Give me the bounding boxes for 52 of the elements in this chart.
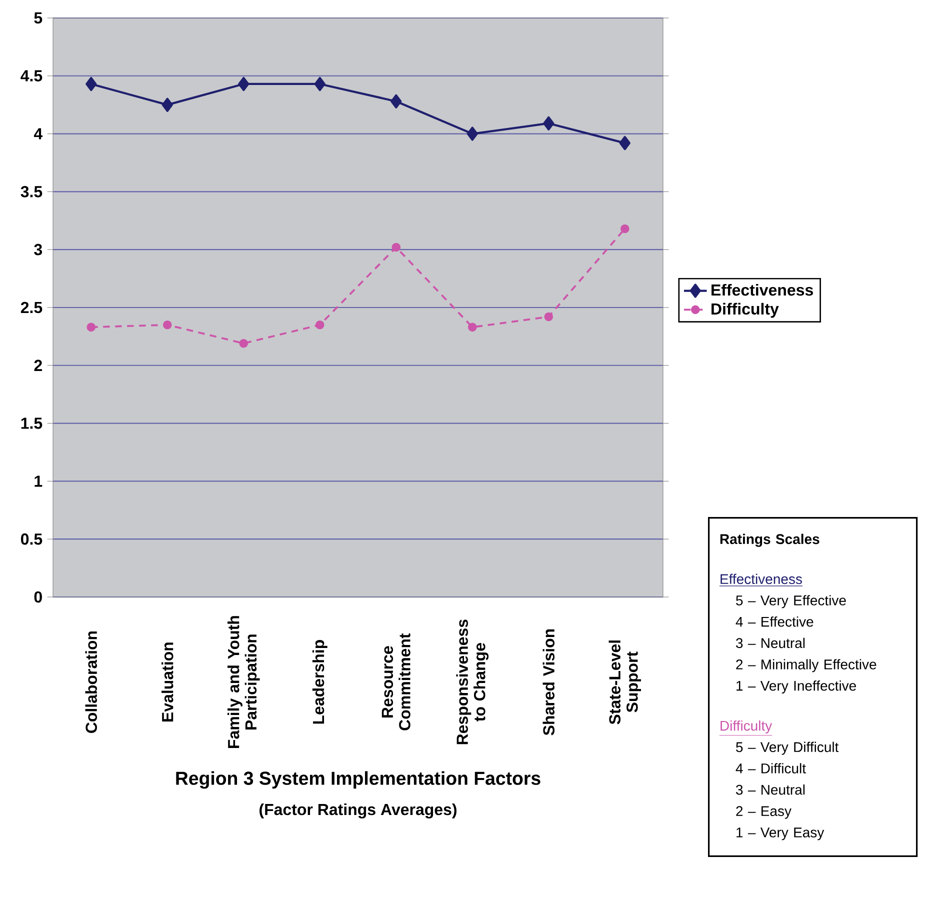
point bbox=[314, 76, 326, 92]
text: Difficulty bbox=[720, 720, 772, 734]
point bbox=[162, 320, 172, 330]
point bbox=[162, 98, 173, 112]
text: Effectiveness bbox=[720, 574, 802, 584]
x-tick-label: State-Level Support bbox=[608, 640, 642, 724]
point bbox=[468, 322, 477, 332]
y-tick-label: 0 bbox=[34, 591, 42, 603]
y-tick-label: 4.5 bbox=[20, 70, 42, 82]
text: 2 – Easy bbox=[736, 806, 792, 819]
y-tick-label: 3.5 bbox=[20, 186, 42, 198]
legend-label: Difficulty bbox=[712, 302, 779, 318]
point bbox=[620, 224, 630, 234]
text: 4 – Difficult bbox=[736, 763, 806, 774]
y-tick-label: 1.5 bbox=[21, 418, 42, 429]
y-tick-label: 4 bbox=[34, 128, 43, 140]
x-tick-label: Shared Vision bbox=[542, 629, 554, 736]
text: 5 – Very Effective bbox=[736, 595, 846, 608]
point bbox=[86, 322, 96, 332]
text: (Factor Ratings Averages) bbox=[260, 803, 456, 818]
point bbox=[390, 94, 402, 108]
text: 3 – Neutral bbox=[736, 784, 805, 795]
y-tick-label: 1 bbox=[34, 476, 42, 487]
text: 5 – Very Difficult bbox=[736, 742, 839, 755]
x-tick-label: Leadership bbox=[312, 640, 328, 724]
point bbox=[543, 116, 554, 130]
text: 1 – Very Easy bbox=[736, 828, 824, 840]
text: 2 – Minimally Effective bbox=[736, 659, 876, 672]
y-tick-label: 0.5 bbox=[20, 533, 42, 545]
y-tick-label: 3 bbox=[34, 244, 42, 256]
legend-label: Effectiveness bbox=[712, 284, 813, 296]
point bbox=[239, 338, 248, 348]
point bbox=[86, 76, 97, 92]
point bbox=[238, 76, 250, 92]
text: Ratings Scales bbox=[720, 534, 820, 547]
x-tick-label: Evaluation bbox=[162, 642, 174, 722]
y-tick-label: 2.5 bbox=[20, 302, 42, 314]
text: 3 – Neutral bbox=[736, 638, 805, 648]
y-tick-label: 2 bbox=[34, 360, 42, 371]
x-tick-label: Family and Youth Participation bbox=[228, 616, 260, 748]
x-tick-label: Resource Commitment bbox=[382, 633, 410, 730]
point bbox=[466, 126, 478, 141]
text: 4 – Effective bbox=[736, 616, 814, 627]
point bbox=[544, 312, 554, 322]
text: 1 – Very Ineffective bbox=[736, 680, 856, 694]
x-axis-title: Region 3 System Implementation Factors bbox=[176, 771, 540, 789]
point bbox=[619, 136, 630, 150]
x-tick-label: Collaboration bbox=[85, 631, 97, 733]
point bbox=[315, 320, 324, 330]
point bbox=[392, 242, 401, 252]
x-tick-label: Responsiveness to Change bbox=[456, 620, 489, 744]
y-tick-label: 5 bbox=[34, 12, 42, 24]
